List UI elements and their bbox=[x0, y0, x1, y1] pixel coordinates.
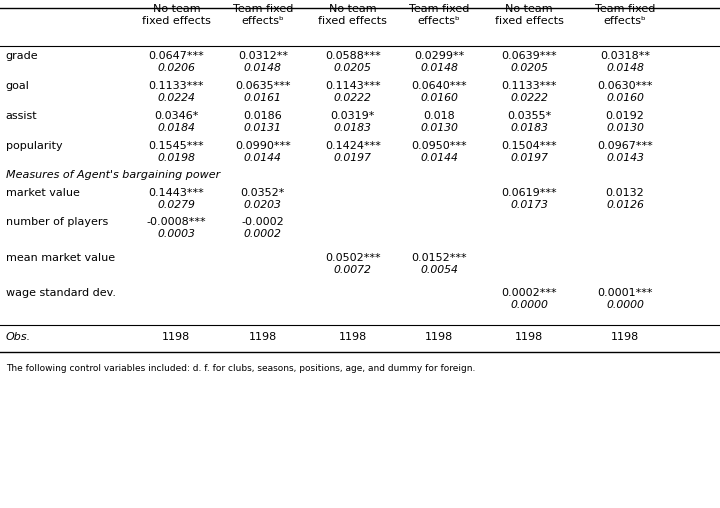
Text: 0.0355*: 0.0355* bbox=[507, 111, 552, 121]
Text: 1198: 1198 bbox=[611, 332, 639, 342]
Text: 0.0205: 0.0205 bbox=[510, 63, 548, 73]
Text: effectsᵇ: effectsᵇ bbox=[603, 16, 647, 26]
Text: No team: No team bbox=[505, 4, 553, 14]
Text: Team fixed: Team fixed bbox=[595, 4, 655, 14]
Text: 0.0203: 0.0203 bbox=[244, 200, 282, 210]
Text: 0.1504***: 0.1504*** bbox=[501, 141, 557, 151]
Text: number of players: number of players bbox=[6, 217, 108, 227]
Text: 0.0224: 0.0224 bbox=[158, 93, 195, 103]
Text: 0.0635***: 0.0635*** bbox=[235, 81, 291, 91]
Text: Team fixed: Team fixed bbox=[409, 4, 469, 14]
Text: 1198: 1198 bbox=[162, 332, 191, 342]
Text: 0.0160: 0.0160 bbox=[420, 93, 458, 103]
Text: 0.0001***: 0.0001*** bbox=[597, 288, 653, 298]
Text: effectsᵇ: effectsᵇ bbox=[241, 16, 284, 26]
Text: fixed effects: fixed effects bbox=[142, 16, 211, 26]
Text: 0.0148: 0.0148 bbox=[420, 63, 458, 73]
Text: 0.0144: 0.0144 bbox=[244, 153, 282, 163]
Text: fixed effects: fixed effects bbox=[495, 16, 564, 26]
Text: 0.1424***: 0.1424*** bbox=[325, 141, 381, 151]
Text: 0.0206: 0.0206 bbox=[158, 63, 195, 73]
Text: 0.0186: 0.0186 bbox=[243, 111, 282, 121]
Text: 0.1133***: 0.1133*** bbox=[501, 81, 557, 91]
Text: 0.0588***: 0.0588*** bbox=[325, 51, 381, 61]
Text: 1198: 1198 bbox=[248, 332, 277, 342]
Text: 0.1143***: 0.1143*** bbox=[325, 81, 381, 91]
Text: 0.0000: 0.0000 bbox=[510, 300, 548, 310]
Text: popularity: popularity bbox=[6, 141, 63, 151]
Text: 0.0183: 0.0183 bbox=[334, 123, 372, 133]
Text: 0.0148: 0.0148 bbox=[606, 63, 644, 73]
Text: 0.0160: 0.0160 bbox=[606, 93, 644, 103]
Text: 0.1545***: 0.1545*** bbox=[148, 141, 204, 151]
Text: Measures of Agent's bargaining power: Measures of Agent's bargaining power bbox=[6, 170, 220, 180]
Text: market value: market value bbox=[6, 188, 80, 198]
Text: 0.0002***: 0.0002*** bbox=[501, 288, 557, 298]
Text: 0.0003: 0.0003 bbox=[158, 229, 195, 239]
Text: 0.0312**: 0.0312** bbox=[238, 51, 288, 61]
Text: 0.0144: 0.0144 bbox=[420, 153, 458, 163]
Text: 0.0319*: 0.0319* bbox=[330, 111, 375, 121]
Text: -0.0008***: -0.0008*** bbox=[147, 217, 206, 227]
Text: 0.0299**: 0.0299** bbox=[414, 51, 464, 61]
Text: 0.1133***: 0.1133*** bbox=[148, 81, 204, 91]
Text: 0.0205: 0.0205 bbox=[334, 63, 372, 73]
Text: mean market value: mean market value bbox=[6, 253, 115, 263]
Text: 0.0184: 0.0184 bbox=[158, 123, 195, 133]
Text: 0.0619***: 0.0619*** bbox=[501, 188, 557, 198]
Text: 0.0967***: 0.0967*** bbox=[597, 141, 653, 151]
Text: 0.1443***: 0.1443*** bbox=[148, 188, 204, 198]
Text: 0.0054: 0.0054 bbox=[420, 265, 458, 275]
Text: 0.0197: 0.0197 bbox=[334, 153, 372, 163]
Text: 0.0183: 0.0183 bbox=[510, 123, 548, 133]
Text: 0.0950***: 0.0950*** bbox=[411, 141, 467, 151]
Text: No team: No team bbox=[153, 4, 200, 14]
Text: -0.0002: -0.0002 bbox=[241, 217, 284, 227]
Text: 0.0647***: 0.0647*** bbox=[148, 51, 204, 61]
Text: 0.0222: 0.0222 bbox=[334, 93, 372, 103]
Text: 0.0173: 0.0173 bbox=[510, 200, 548, 210]
Text: 0.0148: 0.0148 bbox=[244, 63, 282, 73]
Text: Obs.: Obs. bbox=[6, 332, 31, 342]
Text: The following control variables included: d. f. for clubs, seasons, positions, a: The following control variables included… bbox=[6, 364, 475, 373]
Text: 0.0639***: 0.0639*** bbox=[501, 51, 557, 61]
Text: 0.0198: 0.0198 bbox=[158, 153, 195, 163]
Text: 0.0630***: 0.0630*** bbox=[597, 81, 653, 91]
Text: 1198: 1198 bbox=[338, 332, 367, 342]
Text: effectsᵇ: effectsᵇ bbox=[418, 16, 461, 26]
Text: 0.0000: 0.0000 bbox=[606, 300, 644, 310]
Text: 0.0990***: 0.0990*** bbox=[235, 141, 291, 151]
Text: 0.0002: 0.0002 bbox=[244, 229, 282, 239]
Text: 0.0502***: 0.0502*** bbox=[325, 253, 381, 263]
Text: 0.018: 0.018 bbox=[423, 111, 455, 121]
Text: 0.0126: 0.0126 bbox=[606, 200, 644, 210]
Text: 0.0352*: 0.0352* bbox=[240, 188, 285, 198]
Text: 0.0143: 0.0143 bbox=[606, 153, 644, 163]
Text: 0.0132: 0.0132 bbox=[606, 188, 644, 198]
Text: 0.0279: 0.0279 bbox=[158, 200, 195, 210]
Text: 0.0318**: 0.0318** bbox=[600, 51, 650, 61]
Text: 0.0130: 0.0130 bbox=[606, 123, 644, 133]
Text: 0.0192: 0.0192 bbox=[606, 111, 644, 121]
Text: No team: No team bbox=[329, 4, 377, 14]
Text: 0.0131: 0.0131 bbox=[244, 123, 282, 133]
Text: wage standard dev.: wage standard dev. bbox=[6, 288, 116, 298]
Text: fixed effects: fixed effects bbox=[318, 16, 387, 26]
Text: 0.0222: 0.0222 bbox=[510, 93, 548, 103]
Text: 0.0152***: 0.0152*** bbox=[411, 253, 467, 263]
Text: 0.0346*: 0.0346* bbox=[154, 111, 199, 121]
Text: grade: grade bbox=[6, 51, 38, 61]
Text: assist: assist bbox=[6, 111, 37, 121]
Text: 0.0072: 0.0072 bbox=[334, 265, 372, 275]
Text: 0.0161: 0.0161 bbox=[244, 93, 282, 103]
Text: 0.0197: 0.0197 bbox=[510, 153, 548, 163]
Text: 1198: 1198 bbox=[515, 332, 544, 342]
Text: 1198: 1198 bbox=[425, 332, 454, 342]
Text: goal: goal bbox=[6, 81, 30, 91]
Text: 0.0640***: 0.0640*** bbox=[411, 81, 467, 91]
Text: 0.0130: 0.0130 bbox=[420, 123, 458, 133]
Text: Team fixed: Team fixed bbox=[233, 4, 293, 14]
